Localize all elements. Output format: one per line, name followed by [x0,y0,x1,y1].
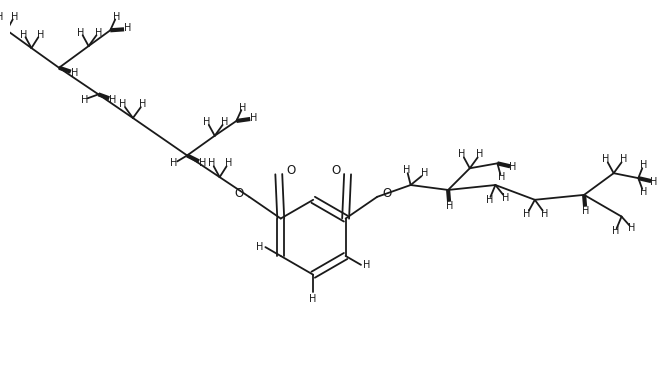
Text: H: H [256,242,263,252]
Text: H: H [640,187,647,197]
Text: H: H [108,95,116,105]
Text: O: O [331,164,340,177]
Text: H: H [0,12,3,22]
Text: H: H [583,206,590,216]
Text: H: H [458,150,465,160]
Text: O: O [382,187,392,200]
Text: H: H [640,160,647,170]
Text: H: H [251,113,258,123]
Text: H: H [541,209,549,219]
Text: O: O [286,164,295,177]
Text: H: H [612,226,619,236]
Text: H: H [650,177,658,187]
Text: H: H [124,23,132,33]
Text: H: H [114,12,121,22]
Text: O: O [235,187,244,200]
Text: H: H [403,165,410,175]
Text: H: H [203,117,211,127]
Text: H: H [501,193,509,203]
Text: H: H [239,103,246,113]
Text: H: H [139,99,146,109]
Text: H: H [509,162,517,172]
Text: H: H [11,12,19,22]
Text: H: H [486,195,493,205]
Text: H: H [446,201,454,211]
Text: H: H [497,172,505,182]
Text: H: H [421,168,428,178]
Text: H: H [309,294,317,304]
Text: H: H [208,159,215,168]
Text: H: H [20,30,27,40]
Text: H: H [71,68,78,78]
Text: H: H [225,159,232,168]
Text: H: H [120,99,127,109]
Text: H: H [77,28,84,38]
Text: H: H [620,154,627,164]
Text: H: H [81,95,88,105]
Text: H: H [170,159,177,168]
Text: H: H [363,260,370,270]
Text: H: H [200,159,207,168]
Text: H: H [476,150,483,160]
Text: H: H [602,154,609,164]
Text: H: H [523,209,531,219]
Text: H: H [221,117,228,127]
Text: H: H [37,30,44,40]
Text: H: H [628,223,635,233]
Text: H: H [94,28,102,38]
